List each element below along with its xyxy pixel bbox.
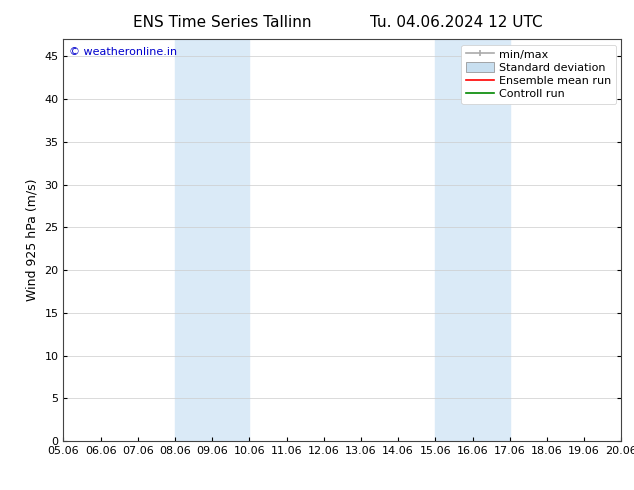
Text: Tu. 04.06.2024 12 UTC: Tu. 04.06.2024 12 UTC (370, 15, 543, 30)
Legend: min/max, Standard deviation, Ensemble mean run, Controll run: min/max, Standard deviation, Ensemble me… (462, 45, 616, 104)
Y-axis label: Wind 925 hPa (m/s): Wind 925 hPa (m/s) (26, 179, 39, 301)
Bar (175, 39, 249, 441)
Text: © weatheronline.in: © weatheronline.in (69, 47, 177, 57)
Text: ENS Time Series Tallinn: ENS Time Series Tallinn (133, 15, 311, 30)
Bar (436, 39, 510, 441)
